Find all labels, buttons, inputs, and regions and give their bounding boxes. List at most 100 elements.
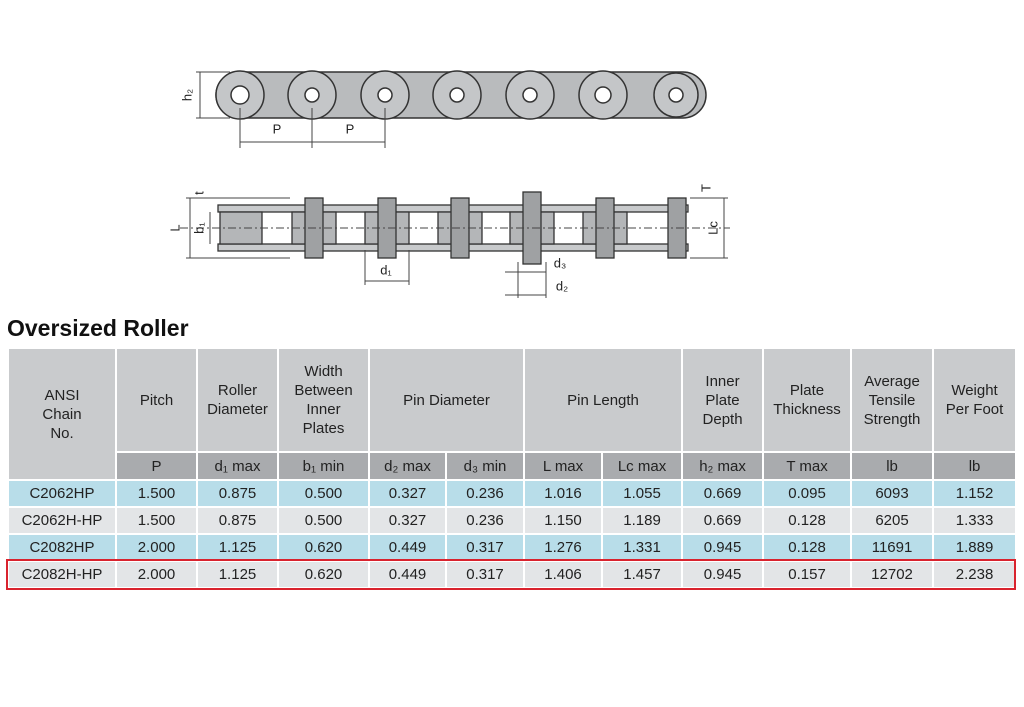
model-cell: C2082H-HP <box>7 560 117 589</box>
dim-label: d₂ <box>556 278 568 293</box>
data-row: C2062H-HP 1.500 0.875 0.500 0.327 0.236 1.150 1… <box>7 506 1018 535</box>
value-cell: 1.331 <box>601 533 684 562</box>
unit-cell: lb <box>850 451 935 481</box>
value-cell: 12702 <box>850 560 935 589</box>
header-cell: Inner Plate Depth <box>681 347 765 453</box>
value-cell: 0.620 <box>277 533 370 562</box>
header-cell: Width Between Inner Plates <box>277 347 370 453</box>
value-cell: 1.016 <box>523 479 604 508</box>
top-dimensions <box>196 71 386 148</box>
data-row: C2082HP 2.000 1.125 0.620 0.449 0.317 1.276 1.3… <box>7 533 1018 562</box>
dim-label: h₂ <box>179 89 194 101</box>
pin-hole <box>522 87 538 103</box>
value-cell: 0.875 <box>196 506 279 535</box>
value-cell: 11691 <box>850 533 935 562</box>
value-cell: 2.000 <box>115 533 198 562</box>
value-cell: 0.669 <box>681 506 765 535</box>
unit-cell: lb <box>932 451 1018 481</box>
value-cell: 1.055 <box>601 479 684 508</box>
spec-table: ANSI Chain No. Pitch Roller Diameter Width … <box>7 347 1018 589</box>
value-cell: 1.889 <box>932 533 1018 562</box>
value-cell: 0.327 <box>368 506 447 535</box>
header-cell: Average Tensile Strength <box>850 347 935 453</box>
dim-label: d₃ <box>554 255 567 270</box>
value-cell: 0.449 <box>368 533 447 562</box>
dim-label: t <box>191 191 206 195</box>
unit-cell: P <box>115 451 198 481</box>
value-cell: 0.945 <box>681 560 765 589</box>
value-cell: 0.669 <box>681 479 765 508</box>
header-cell: Plate Thickness <box>762 347 853 453</box>
model-cell: C2062HP <box>7 479 117 508</box>
value-cell: 0.875 <box>196 479 279 508</box>
pin-hole <box>594 86 612 104</box>
dim-label: P <box>273 121 282 136</box>
value-cell: 0.945 <box>681 533 765 562</box>
value-cell: 0.317 <box>444 533 526 562</box>
value-cell: 0.095 <box>762 479 853 508</box>
unit-cell: d₂ max <box>368 451 447 481</box>
value-cell: 1.189 <box>601 506 684 535</box>
value-cell: 1.406 <box>523 560 604 589</box>
pin-hole <box>449 87 465 103</box>
value-cell: 1.500 <box>115 479 198 508</box>
model-cell: C2082HP <box>7 533 117 562</box>
value-cell: 1.457 <box>601 560 684 589</box>
header-cell: Pitch <box>115 347 198 453</box>
value-cell: 1.125 <box>196 533 279 562</box>
unit-cell: h₂ max <box>681 451 765 481</box>
value-cell: 0.620 <box>277 560 370 589</box>
value-cell: 0.236 <box>444 479 526 508</box>
pin-hole <box>304 87 320 103</box>
value-cell: 0.157 <box>762 560 853 589</box>
model-cell: C2062H-HP <box>7 506 117 535</box>
value-cell: 1.276 <box>523 533 604 562</box>
dim-label: Lc <box>705 221 720 235</box>
header-cell: ANSI Chain No. <box>7 347 117 481</box>
unit-cell: d₃ min <box>444 451 526 481</box>
dim-label: b₁ <box>191 222 206 234</box>
value-cell: 1.125 <box>196 560 279 589</box>
pin-hole <box>230 85 250 105</box>
value-cell: 2.238 <box>932 560 1018 589</box>
value-cell: 1.500 <box>115 506 198 535</box>
unit-cell: Lc max <box>601 451 684 481</box>
value-cell: 1.333 <box>932 506 1018 535</box>
data-row: C2062HP 1.500 0.875 0.500 0.327 0.236 1.016 1.0… <box>7 479 1018 508</box>
dim-label: P <box>346 121 355 136</box>
unit-cell: d₁ max <box>196 451 279 481</box>
value-cell: 0.317 <box>444 560 526 589</box>
value-cell: 0.327 <box>368 479 447 508</box>
value-cell: 0.500 <box>277 479 370 508</box>
value-cell: 0.236 <box>444 506 526 535</box>
value-cell: 0.128 <box>762 506 853 535</box>
section-title: Oversized Roller <box>7 315 189 341</box>
value-cell: 2.000 <box>115 560 198 589</box>
top-view <box>215 70 707 120</box>
header-cell: Pin Diameter <box>367 347 526 453</box>
value-cell: 0.500 <box>277 506 370 535</box>
header-row: ANSI Chain No. Pitch Roller Diameter Width … <box>7 347 1018 481</box>
header-cell: Pin Length <box>523 347 684 453</box>
header-cell: Weight Per Foot <box>932 347 1018 453</box>
dim-label: T <box>698 184 713 192</box>
unit-cell: L max <box>523 451 604 481</box>
header-cell: Roller Diameter <box>196 347 279 453</box>
value-cell: 1.150 <box>523 506 604 535</box>
pin-hole <box>377 87 393 103</box>
chain-diagram: h₂ P P <box>167 70 730 298</box>
side-dimensions <box>180 197 730 298</box>
value-cell: 6205 <box>850 506 935 535</box>
value-cell: 0.449 <box>368 560 447 589</box>
value-cell: 6093 <box>850 479 935 508</box>
unit-cell: T max <box>762 451 853 481</box>
unit-cell: b₁ min <box>277 451 370 481</box>
pin-hole <box>668 87 684 103</box>
dim-label: d₁ <box>380 262 392 277</box>
dim-label: L <box>167 224 182 231</box>
value-cell: 0.128 <box>762 533 853 562</box>
value-cell: 1.152 <box>932 479 1018 508</box>
data-row: C2082H-HP 2.000 1.125 0.620 0.449 0.317 1.406 1… <box>7 560 1018 589</box>
